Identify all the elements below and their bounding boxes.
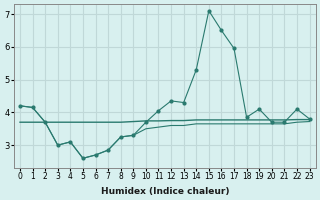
X-axis label: Humidex (Indice chaleur): Humidex (Indice chaleur) xyxy=(100,187,229,196)
